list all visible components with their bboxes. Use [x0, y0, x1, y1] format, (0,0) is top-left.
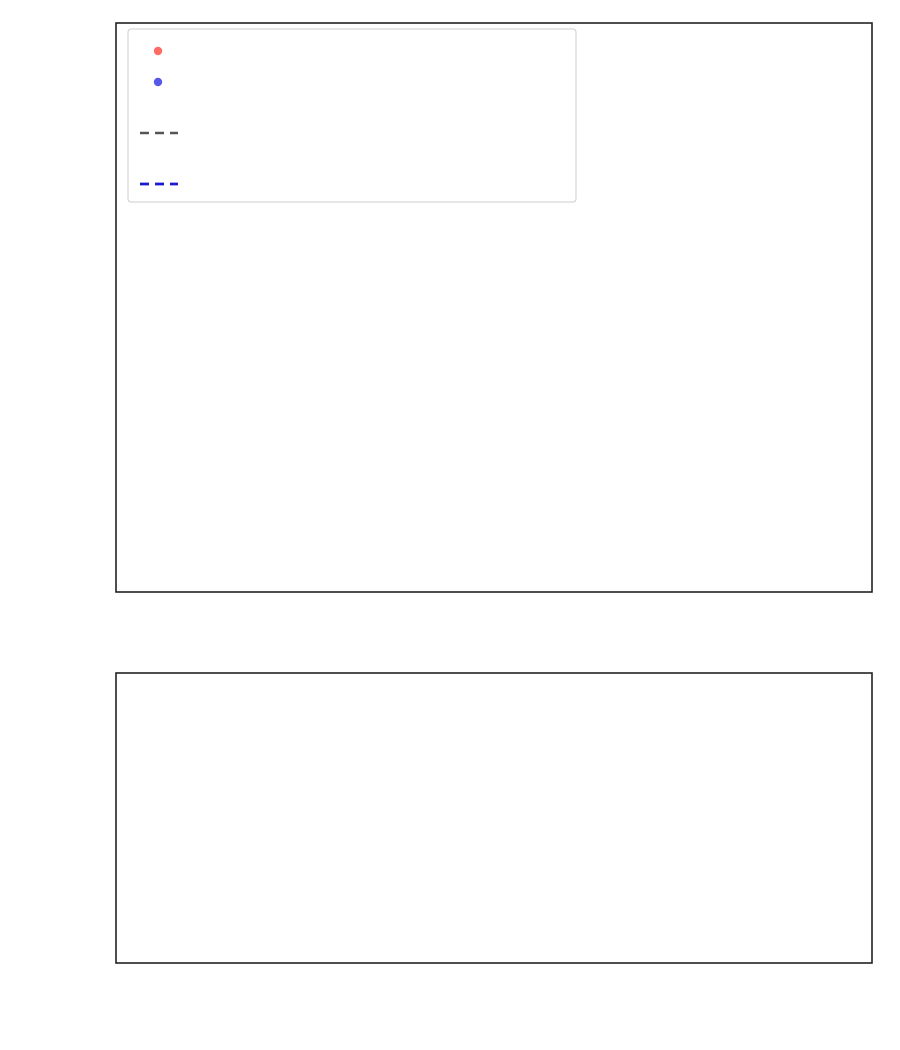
bottom-panel-frame — [115, 672, 873, 964]
legend-marker-corrected — [153, 77, 163, 87]
legend-box — [127, 28, 577, 203]
bottom-panel — [115, 672, 873, 964]
top-panel-legend — [127, 28, 577, 203]
top-panel — [115, 22, 873, 593]
legend-marker-raw — [153, 46, 163, 56]
top-panel-frame — [115, 22, 873, 593]
